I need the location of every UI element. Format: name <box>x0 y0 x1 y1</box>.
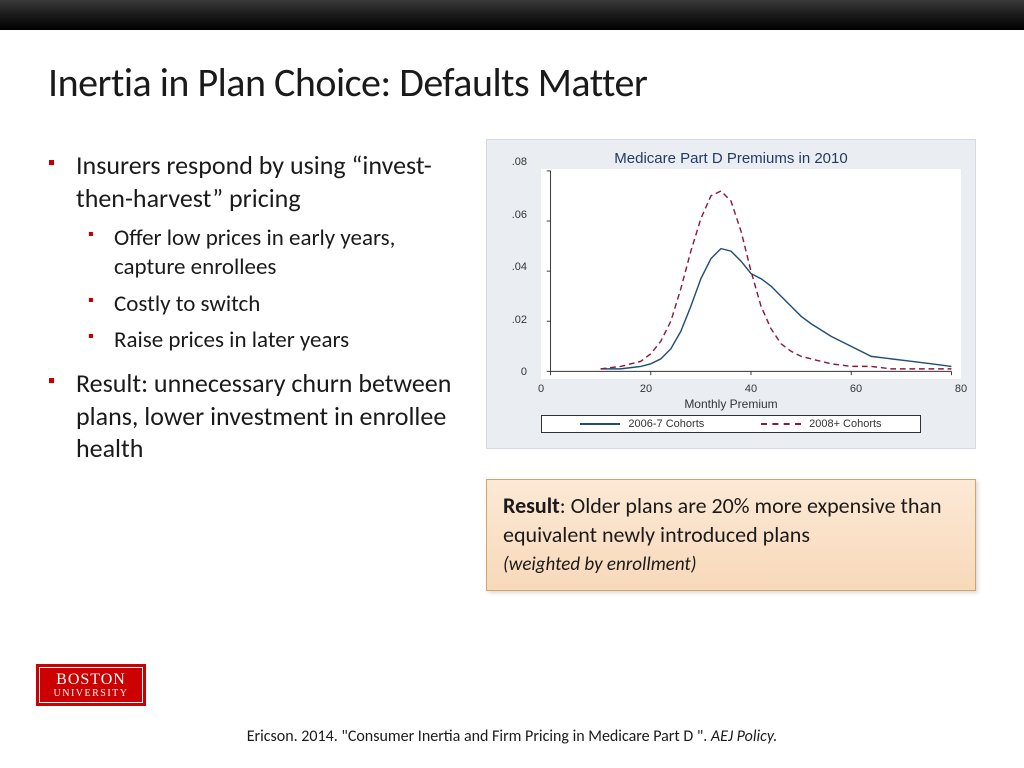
sub-bullet-item: Raise prices in later years <box>88 326 466 355</box>
citation-text: Ericson. 2014. "Consumer Inertia and Fir… <box>247 727 711 746</box>
legend-swatch <box>761 423 801 425</box>
x-tick-label: 80 <box>955 383 967 395</box>
y-tick-label: .02 <box>512 314 527 326</box>
x-tick-label: 20 <box>640 383 652 395</box>
legend-item: 2006-7 Cohorts <box>580 418 704 430</box>
x-tick-label: 0 <box>538 383 544 395</box>
y-tick-label: .06 <box>512 209 527 221</box>
result-body: : Older plans are 20% more expensive tha… <box>503 492 942 548</box>
bullet-item: Insurers respond by using “invest-then-h… <box>48 149 466 355</box>
legend-label: 2008+ Cohorts <box>809 418 881 430</box>
sub-bullet-list: Offer low prices in early years, capture… <box>76 224 466 355</box>
legend-label: 2006-7 Cohorts <box>628 418 704 430</box>
y-axis-ticks: 0.02.04.06.08 <box>495 162 531 372</box>
y-tick-label: 0 <box>521 366 527 378</box>
chart-svg <box>541 169 961 379</box>
content-row: Insurers respond by using “invest-then-h… <box>48 139 976 591</box>
chart-legend: 2006-7 Cohorts 2008+ Cohorts <box>541 415 921 433</box>
left-column: Insurers respond by using “invest-then-h… <box>48 139 466 591</box>
logo-line1: BOSTON <box>56 672 126 688</box>
result-prefix: Result <box>503 492 560 519</box>
chart-container: Medicare Part D Premiums in 2010 0 .02 .04… <box>486 139 976 449</box>
right-column: Medicare Part D Premiums in 2010 0 .02 .04… <box>486 139 976 591</box>
slide-body: Inertia in Plan Choice: Defaults Matter … <box>0 30 1024 768</box>
bullet-list: Insurers respond by using “invest-then-h… <box>48 149 466 465</box>
chart-title: Medicare Part D Premiums in 2010 <box>493 146 969 169</box>
y-tick-label: .08 <box>512 156 527 168</box>
result-callout: Result: Older plans are 20% more expensi… <box>486 479 976 591</box>
x-tick-label: 60 <box>850 383 862 395</box>
slide-title: Inertia in Plan Choice: Defaults Matter <box>48 58 976 107</box>
y-tick-label: .04 <box>512 261 527 273</box>
bullet-item: Result: unnecessary churn between plans,… <box>48 367 466 465</box>
boston-university-logo: BOSTON UNIVERSITY <box>36 664 146 706</box>
x-axis-label: Monthly Premium <box>493 397 969 411</box>
legend-swatch <box>580 423 620 425</box>
sub-bullet-item: Offer low prices in early years, capture… <box>88 224 466 282</box>
citation-journal: AEJ Policy. <box>711 727 777 746</box>
logo-line2: UNIVERSITY <box>54 689 129 699</box>
top-bar <box>0 0 1024 30</box>
result-note: (weighted by enrollment) <box>503 553 697 576</box>
x-tick-label: 40 <box>745 383 757 395</box>
sub-bullet-item: Costly to switch <box>88 290 466 319</box>
citation: Ericson. 2014. "Consumer Inertia and Fir… <box>0 727 1024 746</box>
plot-area <box>541 169 961 379</box>
legend-item: 2008+ Cohorts <box>761 418 881 430</box>
x-axis-ticks: 020406080 <box>541 383 961 397</box>
